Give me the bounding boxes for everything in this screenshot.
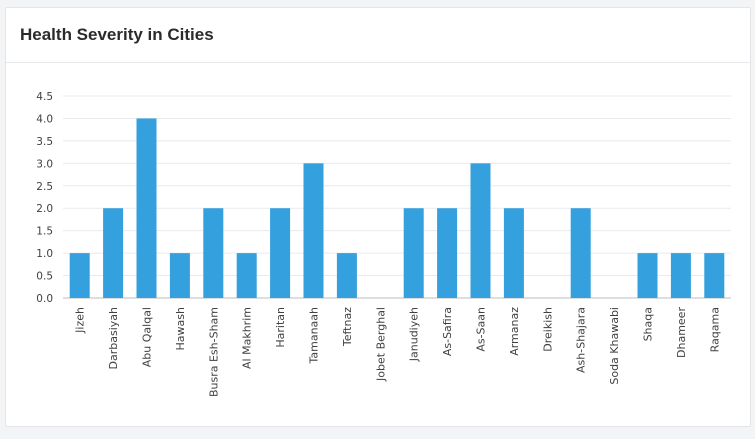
x-category-label: Raqama	[708, 307, 721, 352]
bar	[570, 208, 591, 298]
chart-title: Health Severity in Cities	[20, 25, 214, 44]
bar	[236, 253, 257, 298]
bar	[403, 208, 424, 298]
y-tick-label: 1.0	[36, 248, 53, 260]
x-category-label: Jobet Berghal	[374, 307, 387, 382]
x-category-label: As-Safira	[441, 307, 454, 356]
x-category-label: Shaqa	[642, 307, 655, 341]
bar	[336, 253, 357, 298]
x-category-label: Hawash	[174, 307, 187, 350]
bar	[503, 208, 524, 298]
x-category-label: Haritan	[274, 307, 287, 348]
bar	[203, 208, 224, 298]
bar	[704, 253, 725, 298]
bar	[437, 208, 458, 298]
y-tick-label: 4.0	[36, 113, 53, 125]
bar	[169, 253, 190, 298]
x-category-label: Ash-Shajara	[575, 307, 588, 373]
y-tick-label: 2.5	[36, 181, 53, 193]
bar	[670, 253, 691, 298]
x-category-label: Tamanaah	[308, 307, 321, 365]
chart-card: Health Severity in Cities	[5, 7, 751, 427]
bar	[136, 118, 157, 298]
y-tick-label: 0.0	[36, 293, 53, 305]
x-category-label: Darbasiyah	[107, 307, 120, 369]
bar	[303, 163, 324, 298]
x-category-label: Abu Qalqal	[141, 307, 154, 367]
bar	[69, 253, 90, 298]
bar	[470, 163, 491, 298]
x-category-label: Dreikish	[541, 307, 554, 352]
x-category-label: Al Makhrim	[241, 307, 254, 369]
y-tick-label: 4.5	[36, 91, 53, 103]
x-category-label: As-Saan	[475, 307, 488, 352]
x-category-label: Jizeh	[74, 307, 87, 334]
y-tick-label: 2.0	[36, 203, 53, 215]
x-category-label: Teftnaz	[341, 307, 354, 347]
y-tick-label: 0.5	[36, 271, 53, 283]
x-category-label: Armanaz	[508, 307, 521, 356]
y-tick-label: 1.5	[36, 226, 53, 238]
y-tick-label: 3.5	[36, 136, 53, 148]
y-tick-label: 3.0	[36, 158, 53, 170]
x-category-label: Dhameer	[675, 307, 688, 358]
bar	[637, 253, 658, 298]
bar	[270, 208, 291, 298]
x-category-label: Janudiyeh	[408, 307, 421, 362]
x-category-label: Soda Khawabi	[608, 307, 621, 385]
card-header: Health Severity in Cities	[6, 8, 750, 63]
bar	[103, 208, 124, 298]
x-category-label: Busra Esh-Sham	[207, 307, 220, 397]
